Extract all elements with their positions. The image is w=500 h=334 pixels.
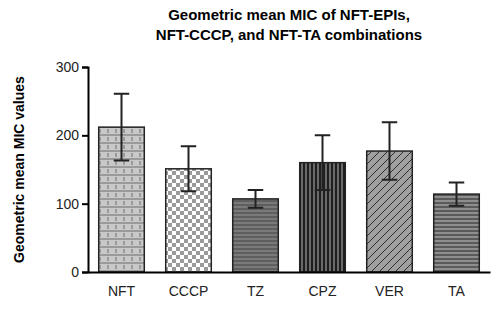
- y-tick-mark: [82, 135, 88, 137]
- x-axis: NFT CCCP TZ CPZ VER TA: [89, 272, 491, 299]
- error-bar: [449, 182, 464, 205]
- y-axis-title: Geometric mean MIC values: [11, 76, 27, 263]
- y-tick-label: 100: [56, 196, 80, 212]
- bar: [233, 199, 279, 272]
- y-tick-mark: [82, 272, 88, 274]
- y-tick: 0: [71, 264, 88, 280]
- error-bar: [181, 146, 196, 191]
- y-axis-line: [82, 68, 89, 273]
- y-tick: 300: [56, 59, 88, 75]
- x-axis-line: [89, 272, 491, 274]
- x-tick: VER: [375, 272, 404, 299]
- plot: 0 100 200 300 NFT CCCP TZ CPZ VER TA: [56, 59, 491, 299]
- y-tick-label: 300: [56, 59, 80, 75]
- x-tick: TA: [448, 272, 466, 299]
- x-tick-label: TZ: [247, 283, 265, 299]
- y-axis: 0 100 200 300: [56, 59, 89, 280]
- error-bar: [248, 190, 263, 208]
- x-tick: NFT: [108, 272, 136, 299]
- x-tick-label: NFT: [108, 283, 136, 299]
- x-tick-label: VER: [375, 283, 404, 299]
- x-tick-label: CCCP: [169, 283, 209, 299]
- y-tick: 200: [56, 127, 88, 143]
- x-tick-label: TA: [448, 283, 466, 299]
- error-bar: [382, 122, 397, 179]
- x-tick: CPZ: [309, 272, 337, 299]
- y-tick-mark: [82, 203, 88, 205]
- chart: Geometric mean MIC of NFT-EPIs,NFT-CCCP,…: [0, 0, 500, 334]
- y-tick: 100: [56, 196, 88, 212]
- x-tick: TZ: [247, 272, 265, 299]
- bars: [99, 94, 480, 272]
- error-bar: [315, 135, 330, 190]
- x-tick: CCCP: [169, 272, 209, 299]
- y-tick-label: 0: [71, 264, 79, 280]
- error-bar: [114, 94, 129, 161]
- y-tick-mark: [82, 67, 88, 69]
- y-tick-label: 200: [56, 127, 80, 143]
- x-tick-label: CPZ: [309, 283, 337, 299]
- title: Geometric mean MIC of NFT-EPIs,NFT-CCCP,…: [156, 6, 422, 43]
